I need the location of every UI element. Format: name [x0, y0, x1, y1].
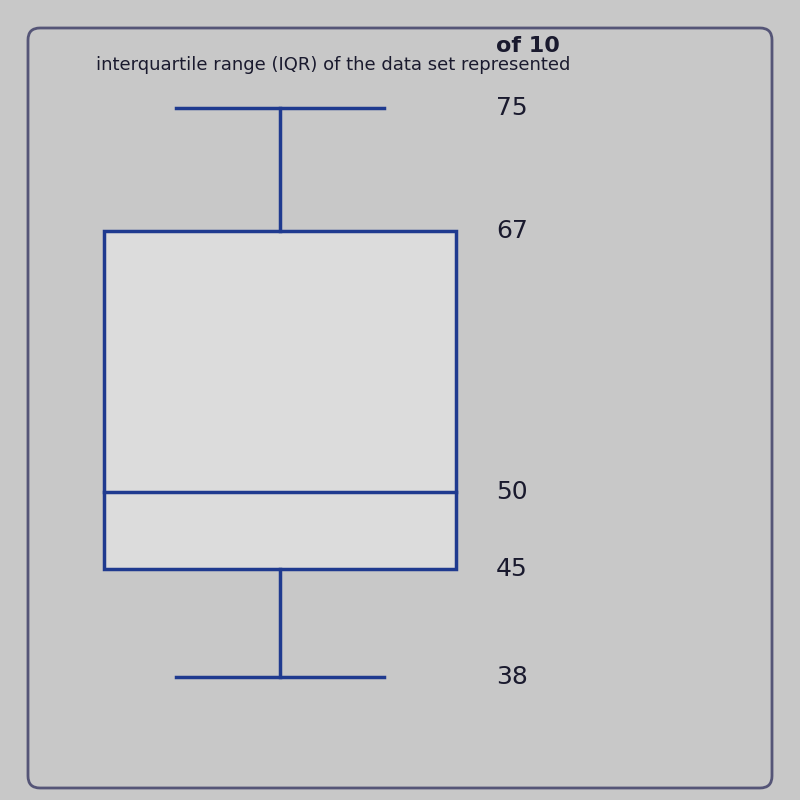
Text: interquartile range (IQR) of the data set represented: interquartile range (IQR) of the data se… — [96, 56, 570, 74]
Text: 75: 75 — [496, 96, 528, 120]
Bar — [104, 230, 456, 570]
Text: 38: 38 — [496, 665, 528, 689]
Text: 50: 50 — [496, 480, 528, 504]
Text: of 10: of 10 — [496, 36, 560, 56]
Text: 45: 45 — [496, 558, 528, 582]
Text: 67: 67 — [496, 218, 528, 242]
